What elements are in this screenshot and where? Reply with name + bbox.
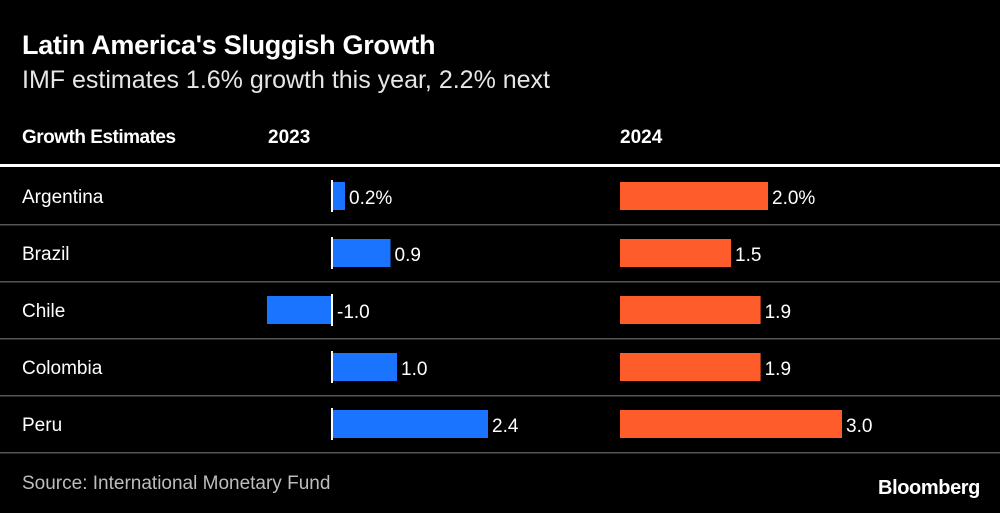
column-header-2023: 2023 <box>268 127 310 148</box>
bar-2024-colombia <box>620 353 761 381</box>
bloomberg-logo: Bloomberg <box>878 477 980 499</box>
chart-subtitle: IMF estimates 1.6% growth this year, 2.2… <box>22 66 551 94</box>
chart-title: Latin America's Sluggish Growth <box>22 30 436 60</box>
bar-2023-peru <box>332 410 488 438</box>
data-label: 2.0% <box>772 188 815 209</box>
data-label: -1.0 <box>337 302 370 323</box>
row-divider <box>0 452 1000 454</box>
row-divider <box>0 281 1000 283</box>
data-label: 1.9 <box>765 302 791 323</box>
bar-2024-peru <box>620 410 842 438</box>
header-rule <box>0 164 1000 167</box>
bar-2024-brazil <box>620 239 731 267</box>
data-label: 1.9 <box>765 359 791 380</box>
row-label-colombia: Colombia <box>22 358 103 379</box>
column-header-2024: 2024 <box>620 127 663 148</box>
data-label: 3.0 <box>846 416 872 437</box>
row-header: Growth Estimates <box>22 127 176 148</box>
bar-2024-chile <box>620 296 761 324</box>
row-divider <box>0 395 1000 397</box>
data-label: 0.9 <box>395 245 421 266</box>
row-divider <box>0 224 1000 226</box>
bar-2023-argentina <box>332 182 345 210</box>
zero-axis-line <box>331 351 333 383</box>
row-label-brazil: Brazil <box>22 244 70 265</box>
bar-2023-chile <box>267 296 332 324</box>
bar-2023-colombia <box>332 353 397 381</box>
bar-2023-brazil <box>332 239 391 267</box>
bar-2024-argentina <box>620 182 768 210</box>
row-label-peru: Peru <box>22 415 62 436</box>
data-label: 1.5 <box>735 245 761 266</box>
zero-axis-line <box>331 180 333 212</box>
row-label-argentina: Argentina <box>22 187 104 208</box>
zero-axis-line <box>331 237 333 269</box>
data-label: 1.0 <box>401 359 427 380</box>
zero-axis-line <box>331 408 333 440</box>
row-divider <box>0 338 1000 340</box>
row-label-chile: Chile <box>22 301 65 322</box>
data-label: 0.2% <box>349 188 392 209</box>
data-label: 2.4 <box>492 416 519 437</box>
zero-axis-line <box>331 294 333 326</box>
source-note: Source: International Monetary Fund <box>22 473 331 494</box>
